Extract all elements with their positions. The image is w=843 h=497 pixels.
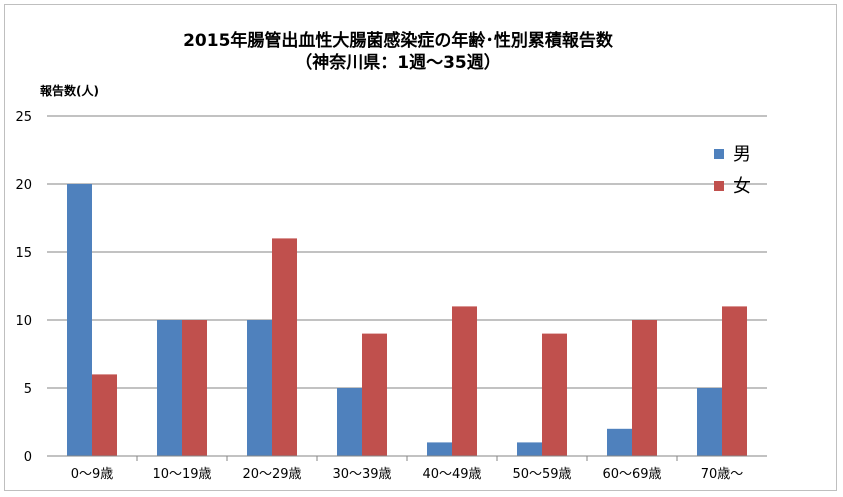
bar-female <box>722 306 747 456</box>
y-tick-label: 20 <box>15 178 32 193</box>
chart-subtitle: （神奈川県：1週～35週） <box>295 52 501 73</box>
x-tick-label: 10～19歳 <box>152 467 211 482</box>
x-tick-label: 0～9歳 <box>71 467 114 482</box>
bar-male <box>247 320 272 456</box>
bar-female <box>182 320 207 456</box>
legend-swatch-male <box>714 149 724 159</box>
x-tick-label: 50～59歳 <box>512 467 571 482</box>
bar-male <box>157 320 182 456</box>
legend-label-female: 女 <box>733 176 751 197</box>
bar-female <box>632 320 657 456</box>
bar-male <box>517 442 542 456</box>
y-tick-label: 15 <box>15 246 32 261</box>
legend-swatch-female <box>714 181 724 191</box>
x-tick-labels: 0～9歳 10～19歳 20～29歳 30～39歳 40～49歳 50～59歳 60～69歳… <box>71 467 744 482</box>
x-tick-label: 20～29歳 <box>242 467 301 482</box>
y-tick-label: 10 <box>15 314 32 329</box>
y-tick-labels: 0 5 10 15 20 25 <box>15 110 32 465</box>
bar-male <box>67 184 92 456</box>
bar-male <box>607 428 632 456</box>
bar-female <box>542 333 567 456</box>
x-tick-label: 70歳～ <box>701 467 744 482</box>
y-tick-label: 5 <box>24 382 32 397</box>
y-axis-label: 報告数(人) <box>40 83 99 98</box>
bar-male <box>697 388 722 456</box>
y-tick-label: 25 <box>15 110 32 125</box>
x-tick-label: 60～69歳 <box>602 467 661 482</box>
bar-female <box>272 238 297 456</box>
grid-lines <box>47 115 767 461</box>
x-tick-label: 40～49歳 <box>422 467 481 482</box>
bar-female <box>362 333 387 456</box>
bars <box>67 184 747 456</box>
legend: 男 女 <box>714 144 751 197</box>
bar-female <box>452 306 477 456</box>
bar-male <box>427 442 452 456</box>
y-tick-label: 0 <box>24 450 32 465</box>
legend-label-male: 男 <box>733 144 751 165</box>
bar-female <box>92 374 117 456</box>
chart-title: 2015年腸管出血性大腸菌感染症の年齢･性別累積報告数 <box>183 30 614 51</box>
bar-male <box>337 388 362 456</box>
x-tick-label: 30～39歳 <box>332 467 391 482</box>
